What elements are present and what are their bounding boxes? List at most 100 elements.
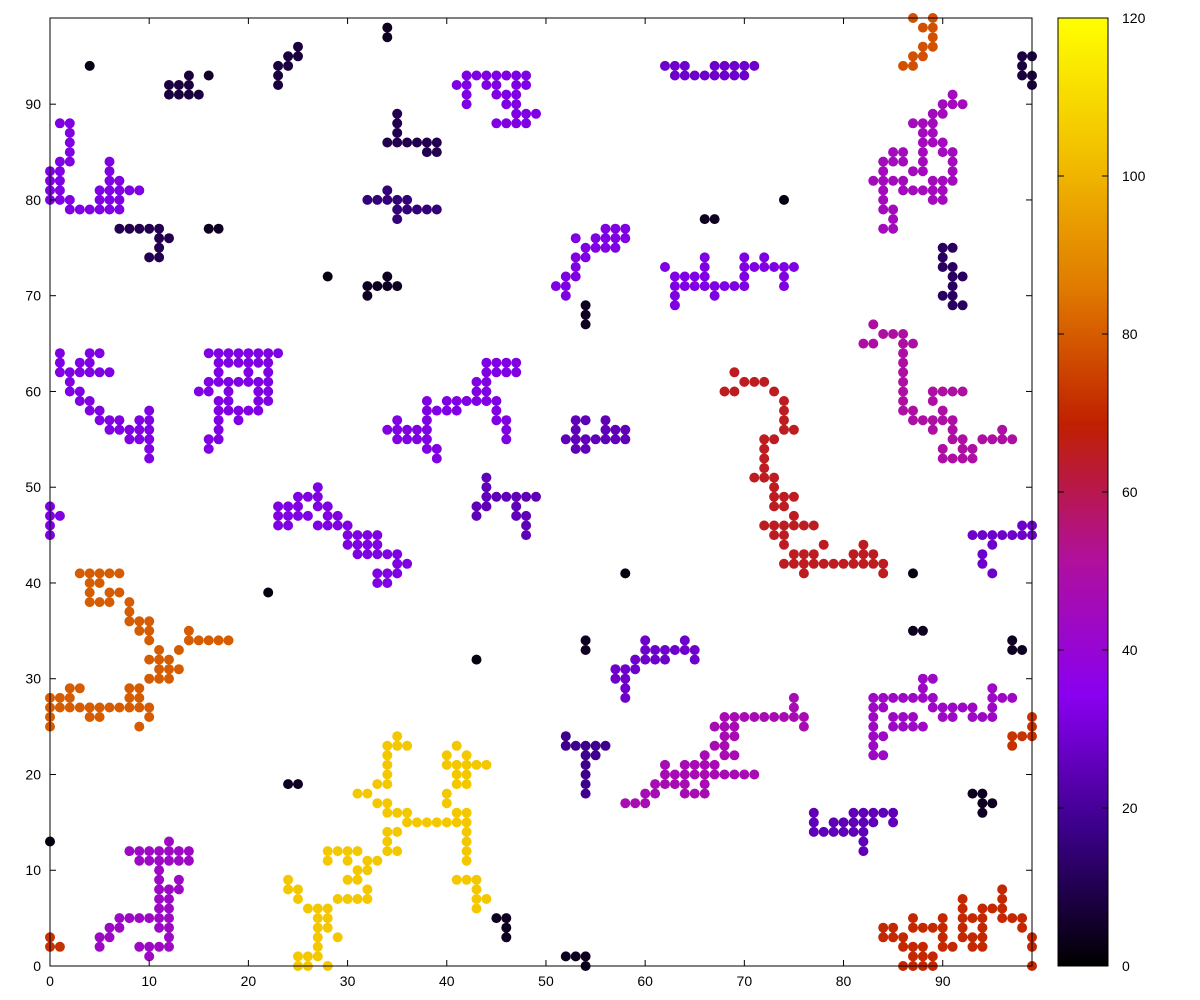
data-point [908, 922, 918, 933]
data-point [977, 913, 988, 924]
data-point [164, 80, 174, 90]
data-point [858, 826, 869, 837]
data-point [729, 712, 740, 722]
data-point [947, 89, 958, 100]
data-point [779, 712, 789, 722]
data-point [898, 367, 909, 378]
data-point [600, 233, 611, 244]
data-point [908, 51, 918, 62]
data-point [888, 156, 899, 167]
data-point [709, 70, 720, 81]
data-point [888, 214, 899, 225]
data-point [372, 568, 383, 579]
data-point [332, 932, 343, 943]
data-point [451, 396, 462, 406]
data-point [213, 405, 224, 416]
data-point [997, 913, 1008, 924]
data-point [362, 281, 373, 292]
data-point [630, 798, 641, 809]
data-point [610, 233, 621, 244]
data-point [243, 376, 254, 387]
data-point [84, 367, 95, 378]
data-point [749, 472, 760, 483]
data-point [908, 118, 918, 129]
data-point [600, 434, 611, 445]
data-point [967, 453, 978, 464]
data-point [947, 99, 958, 110]
data-point [94, 932, 105, 943]
data-point [729, 70, 740, 81]
data-point [937, 712, 948, 722]
data-point [134, 434, 145, 445]
data-point [154, 874, 165, 885]
data-point [491, 913, 502, 924]
data-point [848, 549, 859, 560]
data-point [412, 434, 422, 445]
data-point [511, 108, 522, 119]
data-point [114, 223, 125, 234]
data-point [620, 683, 631, 694]
data-point [84, 60, 95, 71]
data-point [332, 510, 343, 521]
data-point [908, 568, 918, 579]
data-point [679, 645, 690, 655]
data-point [580, 779, 591, 790]
data-point [382, 826, 393, 837]
data-point [372, 194, 383, 205]
data-point [660, 262, 670, 272]
data-point [342, 846, 353, 857]
data-point [917, 692, 928, 703]
data-point [927, 41, 938, 52]
data-point [759, 252, 770, 263]
data-point [878, 750, 889, 761]
data-point [709, 290, 720, 301]
data-point [332, 520, 343, 531]
data-point [382, 271, 393, 282]
data-point [878, 185, 889, 196]
data-point [838, 817, 849, 828]
data-point [640, 798, 651, 809]
data-point [878, 692, 889, 703]
data-point [392, 137, 403, 148]
data-point [729, 367, 740, 378]
data-point [491, 491, 502, 502]
data-point [263, 367, 274, 378]
data-point [1007, 731, 1018, 742]
data-point [273, 520, 284, 531]
data-point [898, 376, 909, 387]
data-point [501, 913, 512, 924]
data-point [679, 281, 690, 292]
data-point [977, 798, 988, 809]
data-point [937, 443, 948, 454]
data-point [134, 913, 145, 924]
data-point [451, 779, 462, 790]
data-point [144, 855, 155, 866]
y-tick-label: 30 [25, 671, 41, 687]
data-point [173, 874, 184, 885]
data-point [927, 692, 938, 703]
data-point [808, 817, 819, 828]
data-point [580, 415, 591, 426]
data-point [402, 204, 413, 215]
data-point [511, 70, 522, 81]
data-point [392, 558, 403, 569]
data-point [868, 750, 879, 761]
data-point [719, 740, 730, 751]
data-point [848, 826, 859, 837]
data-point [878, 932, 889, 943]
data-point [947, 712, 958, 722]
data-point [560, 434, 571, 445]
data-point [94, 712, 105, 722]
data-point [908, 721, 918, 732]
data-point [660, 60, 670, 71]
data-point [997, 530, 1008, 541]
data-point [312, 922, 323, 933]
data-point [223, 376, 234, 387]
data-point [441, 788, 452, 799]
data-point [759, 453, 770, 464]
data-point [987, 539, 998, 550]
data-point [104, 166, 115, 177]
data-point [560, 271, 571, 282]
data-point [630, 664, 641, 675]
data-point [927, 951, 938, 962]
